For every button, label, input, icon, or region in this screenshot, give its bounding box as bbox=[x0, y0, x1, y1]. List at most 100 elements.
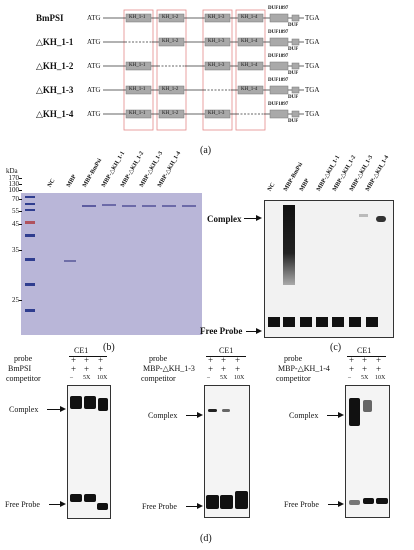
competitor-row-label: competitor bbox=[141, 374, 176, 383]
gel-band bbox=[84, 396, 96, 409]
construct-row bbox=[103, 61, 304, 71]
probe-name: CE1 bbox=[219, 346, 234, 355]
panel-b-letter: (b) bbox=[103, 342, 115, 353]
emsa-c-lane-label: MBP bbox=[298, 177, 311, 193]
construct-rows bbox=[103, 13, 304, 119]
arrow-free-probe bbox=[186, 506, 198, 507]
emsa-c-image bbox=[264, 200, 394, 338]
probe-plus: + bbox=[221, 355, 227, 365]
duf1897-label: DUF1897 bbox=[268, 54, 289, 59]
duf1897-box bbox=[269, 61, 289, 71]
arrow-complex-c bbox=[244, 218, 260, 219]
gel-band bbox=[97, 503, 108, 510]
kh-domain-box bbox=[125, 109, 152, 119]
tga-label: TGA bbox=[305, 14, 320, 22]
competition-gel-image bbox=[204, 385, 250, 518]
gel-band bbox=[84, 494, 96, 502]
competitor-amount: 5X bbox=[361, 375, 369, 381]
competition-gel-image bbox=[345, 385, 390, 518]
protein-plus: + bbox=[84, 364, 90, 374]
highlight-kh1-3 bbox=[202, 9, 233, 131]
free-probe-label: Free Probe bbox=[5, 500, 40, 509]
gel-band bbox=[98, 398, 108, 411]
probe-plus: + bbox=[208, 355, 214, 365]
protein-plus: + bbox=[98, 364, 104, 374]
probe-plus: + bbox=[376, 355, 382, 365]
protein-plus: + bbox=[235, 364, 241, 374]
gel-band bbox=[70, 396, 82, 409]
duf1897-box bbox=[269, 85, 289, 95]
mw-marker-label: 25 bbox=[12, 296, 19, 304]
gel-band bbox=[222, 409, 230, 412]
arrowhead-free-probe bbox=[338, 501, 344, 507]
atg-label: ATG bbox=[87, 14, 101, 22]
mw-marker-label: 100 bbox=[8, 186, 20, 194]
competitor-amount: – bbox=[70, 375, 73, 381]
construct-name: △KH_1-1 bbox=[36, 37, 74, 47]
arrow-free-probe bbox=[49, 504, 61, 505]
mw-marker-label: 70 bbox=[12, 195, 19, 203]
duf-box bbox=[291, 110, 300, 118]
probe-name: CE1 bbox=[357, 346, 372, 355]
probe-bracket-line bbox=[206, 356, 246, 357]
probe-bracket-line bbox=[69, 356, 107, 357]
kh-domain-box bbox=[204, 37, 231, 47]
kh-domain-label: KH_1-3 bbox=[208, 111, 225, 116]
duf1897-label: DUF1897 bbox=[268, 102, 289, 107]
kh-domain-label: KH_1-1 bbox=[129, 15, 146, 20]
duf-label: DUF bbox=[288, 71, 299, 76]
arrowhead-free-probe bbox=[197, 503, 203, 509]
competitor-amount: 10X bbox=[234, 375, 245, 381]
kh-domain-box bbox=[158, 109, 185, 119]
mw-marker-tick bbox=[19, 184, 22, 185]
probe-plus: + bbox=[235, 355, 241, 365]
kh-domain-box bbox=[237, 85, 264, 95]
kda-label: kDa bbox=[6, 167, 18, 175]
kh-domain-label: KH_1-3 bbox=[208, 39, 225, 44]
arrow-free-probe-c bbox=[246, 331, 260, 332]
tga-label: TGA bbox=[305, 38, 320, 46]
kh-domain-label: KH_1-2 bbox=[162, 111, 179, 116]
construct-row bbox=[103, 37, 304, 47]
arrowhead-free-probe bbox=[60, 501, 66, 507]
probe-row-label: probe bbox=[14, 354, 33, 363]
gel-band bbox=[208, 409, 217, 412]
kh-domain-box bbox=[125, 85, 152, 95]
mw-marker-label: 170 bbox=[8, 174, 20, 182]
probe-bracket-line bbox=[347, 356, 386, 357]
sds-gel-image bbox=[21, 193, 202, 335]
kh-domain-box bbox=[158, 85, 185, 95]
competitor-amount: 5X bbox=[83, 375, 91, 381]
kh-domain-label: KH_1-3 bbox=[208, 15, 225, 20]
atg-label: ATG bbox=[87, 38, 101, 46]
atg-label: ATG bbox=[87, 62, 101, 70]
kh-domain-label: KH_1-1 bbox=[129, 63, 146, 68]
protein-row-label: MBP-△KH_1-3 bbox=[143, 364, 195, 373]
atg-label: ATG bbox=[87, 110, 101, 118]
duf1897-box bbox=[269, 37, 289, 47]
competitor-amount: – bbox=[207, 375, 210, 381]
arrow-complex bbox=[186, 415, 198, 416]
gel-b-lane-label: MBP bbox=[65, 173, 78, 189]
protein-plus: + bbox=[362, 364, 368, 374]
mw-marker-tick bbox=[19, 199, 22, 200]
duf1897-box bbox=[269, 109, 289, 119]
duf1897-label: DUF1897 bbox=[268, 6, 289, 11]
protein-plus: + bbox=[349, 364, 355, 374]
competitor-amount: – bbox=[348, 375, 351, 381]
kh-domain-box bbox=[125, 13, 152, 23]
competitor-row-label: competitor bbox=[276, 374, 311, 383]
construct-name: △KH_1-4 bbox=[36, 109, 74, 119]
panel-a-svg bbox=[103, 9, 304, 131]
construct-row bbox=[103, 13, 304, 23]
kh-domain-label: KH_1-1 bbox=[129, 111, 146, 116]
kh-domain-label: KH_1-3 bbox=[208, 63, 225, 68]
duf-label: DUF bbox=[288, 119, 299, 124]
arrow-complex bbox=[47, 409, 61, 410]
protein-plus: + bbox=[208, 364, 214, 374]
kh-domain-box bbox=[204, 13, 231, 23]
mw-marker-tick bbox=[19, 250, 22, 251]
kh-domain-box bbox=[237, 13, 264, 23]
arrow-complex bbox=[327, 415, 339, 416]
duf-box bbox=[291, 14, 300, 22]
